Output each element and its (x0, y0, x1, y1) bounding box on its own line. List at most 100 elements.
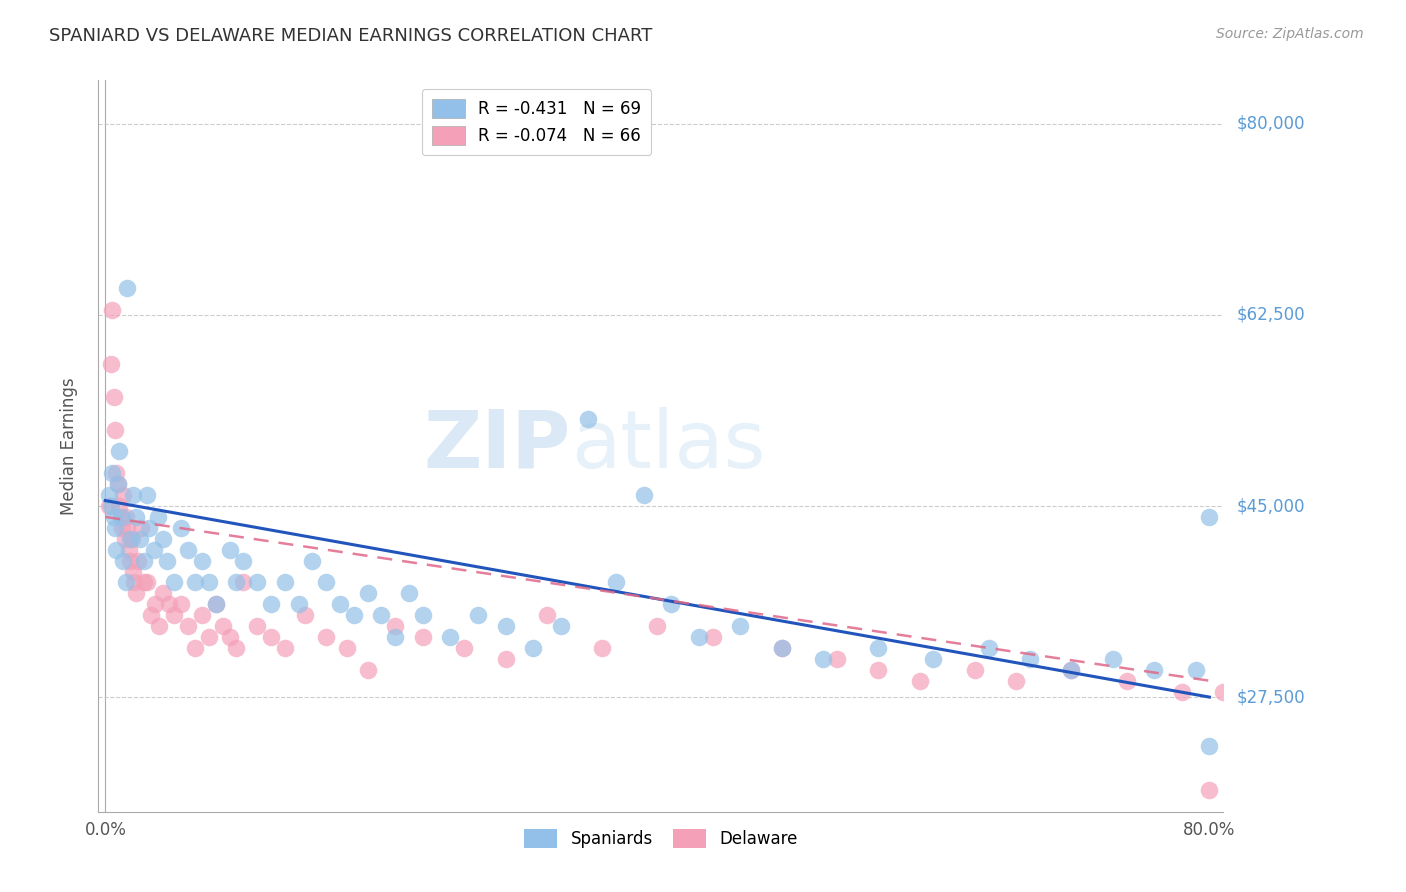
Point (412, 630, 434, 644)
Point (232, 554, 254, 568)
Point (274, 575, 297, 590)
Point (356, 586, 378, 600)
Point (1060, 663, 1083, 677)
Point (1171, 684, 1194, 698)
Text: $27,500: $27,500 (1237, 688, 1306, 706)
Point (1198, 510, 1220, 524)
Text: $80,000: $80,000 (1237, 115, 1306, 133)
Point (576, 411, 599, 425)
Point (315, 630, 337, 644)
Point (225, 640, 247, 655)
Point (143, 597, 166, 611)
Point (1005, 673, 1028, 688)
Point (163, 608, 186, 623)
Point (105, 467, 128, 481)
Point (104, 521, 127, 535)
Point (125, 586, 148, 600)
Point (204, 597, 226, 611)
Point (117, 521, 139, 535)
Text: atlas: atlas (571, 407, 765, 485)
Point (1198, 739, 1220, 754)
Point (495, 619, 517, 633)
Point (977, 640, 1000, 655)
Point (225, 575, 247, 590)
Point (922, 652, 945, 666)
Point (191, 608, 214, 623)
Text: ZIP: ZIP (423, 407, 571, 485)
Point (633, 488, 655, 502)
Point (659, 597, 682, 611)
Point (98, 499, 121, 513)
Point (605, 575, 627, 590)
Point (908, 673, 931, 688)
Point (152, 586, 174, 600)
Point (770, 640, 793, 655)
Point (156, 554, 179, 568)
Point (439, 630, 461, 644)
Legend: Spaniards, Delaware: Spaniards, Delaware (517, 822, 804, 855)
Point (100, 357, 122, 371)
Point (1143, 663, 1166, 677)
Point (398, 586, 420, 600)
Point (127, 554, 149, 568)
Point (177, 619, 200, 633)
Point (811, 652, 834, 666)
Point (101, 467, 124, 481)
Point (98, 488, 121, 502)
Point (591, 640, 613, 655)
Point (1101, 652, 1123, 666)
Point (107, 477, 129, 491)
Point (198, 575, 221, 590)
Point (115, 510, 138, 524)
Point (825, 652, 848, 666)
Point (1115, 673, 1137, 688)
Point (522, 640, 544, 655)
Point (204, 597, 226, 611)
Point (647, 619, 669, 633)
Point (301, 554, 323, 568)
Point (105, 542, 128, 557)
Point (384, 630, 406, 644)
Point (103, 510, 125, 524)
Point (198, 630, 221, 644)
Point (100, 499, 122, 513)
Point (128, 532, 150, 546)
Point (122, 488, 145, 502)
Text: Source: ZipAtlas.com: Source: ZipAtlas.com (1216, 27, 1364, 41)
Point (112, 488, 135, 502)
Point (1212, 684, 1234, 698)
Point (868, 663, 890, 677)
Point (103, 390, 125, 404)
Point (550, 619, 572, 633)
Point (770, 640, 793, 655)
Point (132, 554, 155, 568)
Point (129, 521, 152, 535)
Point (120, 554, 142, 568)
Point (184, 640, 207, 655)
Point (370, 608, 392, 623)
Point (274, 640, 297, 655)
Point (112, 554, 135, 568)
Point (135, 575, 157, 590)
Point (536, 608, 558, 623)
Point (329, 597, 352, 611)
Point (218, 542, 240, 557)
Point (467, 608, 489, 623)
Point (384, 619, 406, 633)
Point (114, 532, 136, 546)
Text: $45,000: $45,000 (1237, 497, 1306, 515)
Point (125, 510, 148, 524)
Point (495, 652, 517, 666)
Point (104, 423, 127, 437)
Point (111, 510, 134, 524)
Point (191, 554, 214, 568)
Point (108, 444, 131, 458)
Point (1184, 663, 1206, 677)
Point (124, 575, 146, 590)
Point (170, 597, 193, 611)
Point (107, 477, 129, 491)
Point (356, 663, 378, 677)
Text: $62,500: $62,500 (1237, 306, 1306, 324)
Point (728, 619, 751, 633)
Point (184, 575, 207, 590)
